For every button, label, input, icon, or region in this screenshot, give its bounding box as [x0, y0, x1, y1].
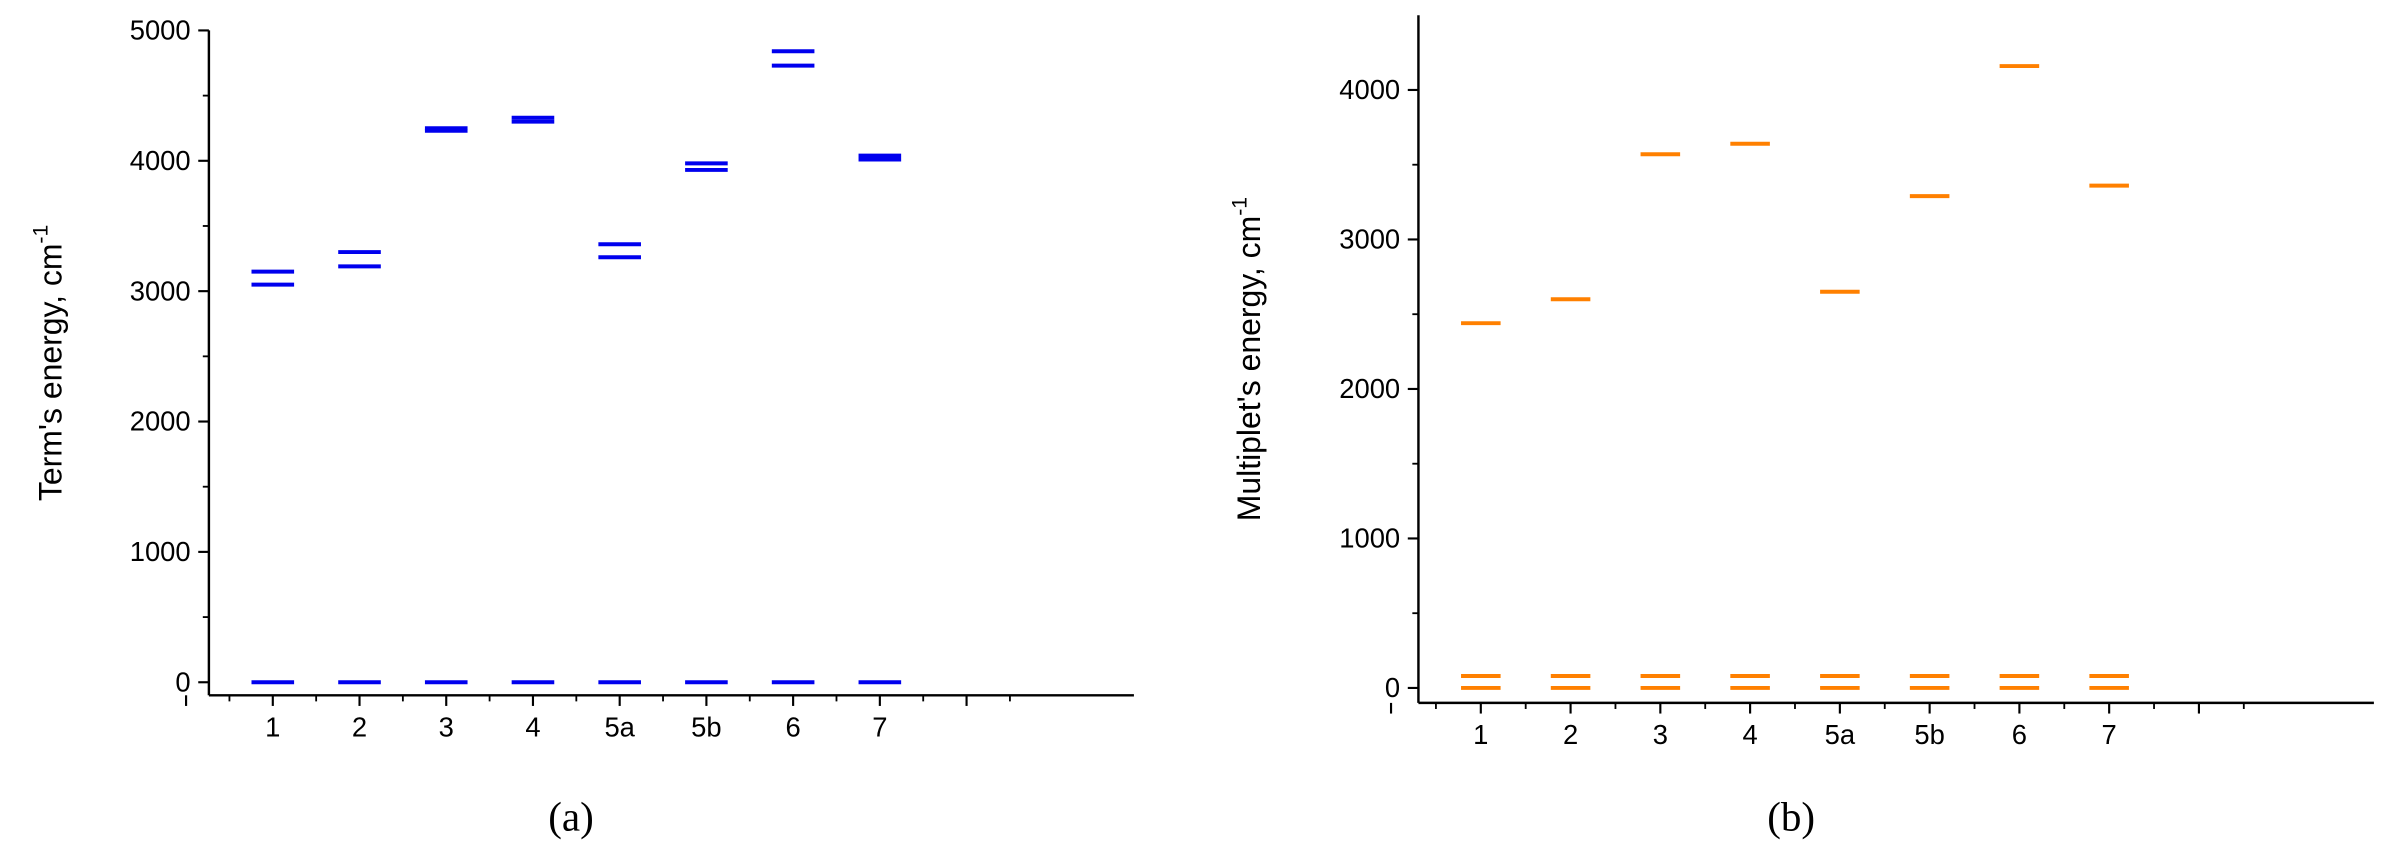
x-tick-label: 3 — [439, 711, 454, 742]
x-tick-label: 5b — [1914, 719, 1944, 750]
x-tick-label: 2 — [352, 711, 367, 742]
y-tick-label: 1000 — [1339, 523, 1400, 554]
x-tick-label: 7 — [872, 711, 887, 742]
y-tick-label: 1000 — [130, 536, 191, 567]
x-tick-label: 6 — [2012, 719, 2027, 750]
y-tick-label: 2000 — [1339, 373, 1400, 404]
y-axis-label: Term's energy, cm-1 — [29, 225, 69, 501]
x-tick-label: 1 — [1473, 719, 1488, 750]
y-tick-label: 0 — [175, 666, 190, 697]
x-tick-label: 2 — [1563, 719, 1578, 750]
x-tick-label: 4 — [525, 711, 540, 742]
y-tick-label: 4000 — [1339, 74, 1400, 105]
y-tick-label: 0 — [1385, 672, 1400, 703]
x-tick-label: 6 — [786, 711, 801, 742]
y-axis-label-text: Multiplet's energy, cm — [1231, 216, 1267, 521]
y-tick-label: 2000 — [130, 406, 191, 437]
x-tick-label: 7 — [2102, 719, 2117, 750]
x-tick-label: 4 — [1742, 719, 1757, 750]
y-tick-label: 5000 — [130, 15, 191, 46]
y-axis-label-sup: -1 — [29, 225, 53, 244]
x-tick-label: 5a — [604, 711, 635, 742]
y-tick-label: 3000 — [1339, 224, 1400, 255]
y-tick-label: 4000 — [130, 145, 191, 176]
x-tick-label: 5a — [1825, 719, 1856, 750]
x-tick-label: 3 — [1653, 719, 1668, 750]
panel-caption: (a) — [548, 794, 594, 840]
y-axis-label: Multiplet's energy, cm-1 — [1228, 197, 1268, 521]
y-tick-label: 3000 — [130, 275, 191, 306]
panel-caption: (b) — [1767, 794, 1815, 840]
x-tick-label: 1 — [265, 711, 280, 742]
y-axis-label-sup: -1 — [1228, 197, 1252, 216]
x-tick-label: 5b — [691, 711, 721, 742]
y-axis-label-text: Term's energy, cm — [32, 244, 68, 502]
